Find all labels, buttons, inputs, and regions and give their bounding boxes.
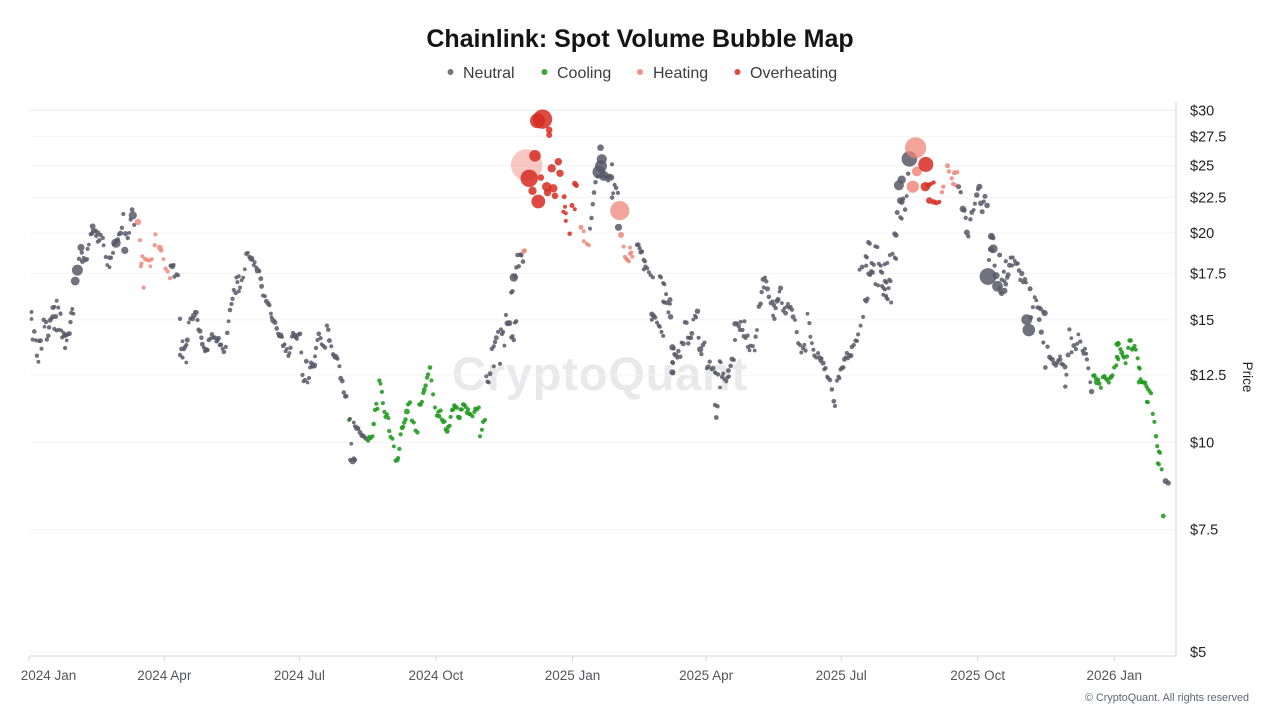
svg-text:$10: $10 [1190, 436, 1214, 452]
svg-text:$7.5: $7.5 [1190, 523, 1218, 539]
svg-text:2025 Apr: 2025 Apr [679, 668, 734, 683]
svg-text:2026 Jan: 2026 Jan [1087, 668, 1143, 683]
svg-text:$30: $30 [1190, 103, 1214, 119]
svg-text:$20: $20 [1190, 226, 1214, 242]
svg-text:$25: $25 [1190, 159, 1214, 175]
svg-text:Cooling: Cooling [557, 65, 611, 82]
svg-text:2024 Apr: 2024 Apr [137, 668, 192, 683]
svg-text:2025 Oct: 2025 Oct [950, 668, 1005, 683]
svg-text:CryptoQuant: CryptoQuant [452, 347, 748, 400]
svg-text:$22.5: $22.5 [1190, 190, 1226, 206]
svg-text:Neutral: Neutral [463, 65, 515, 82]
svg-text:$15: $15 [1190, 313, 1214, 329]
svg-text:$12.5: $12.5 [1190, 368, 1226, 384]
svg-text:© CryptoQuant. All rights rese: © CryptoQuant. All rights reserved [1085, 692, 1249, 704]
svg-text:Heating: Heating [653, 65, 708, 82]
svg-text:$27.5: $27.5 [1190, 130, 1226, 146]
svg-text:$5: $5 [1190, 645, 1206, 661]
svg-text:$17.5: $17.5 [1190, 266, 1226, 282]
svg-text:Chainlink: Spot Volume Bubble: Chainlink: Spot Volume Bubble Map [426, 25, 853, 53]
svg-text:Price: Price [1240, 362, 1255, 393]
svg-text:2024 Oct: 2024 Oct [409, 668, 464, 683]
svg-text:2025 Jul: 2025 Jul [816, 668, 867, 683]
svg-text:Overheating: Overheating [750, 65, 837, 82]
svg-text:2024 Jul: 2024 Jul [274, 668, 325, 683]
svg-text:2024 Jan: 2024 Jan [21, 668, 77, 683]
svg-text:2025 Jan: 2025 Jan [545, 668, 601, 683]
